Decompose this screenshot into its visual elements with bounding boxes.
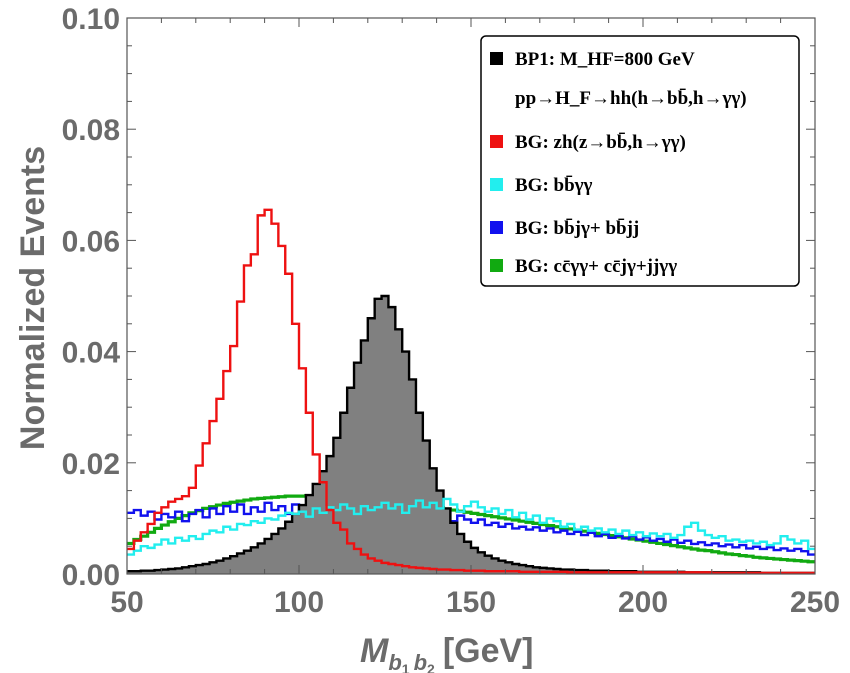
ticks-layer: 50 100 150 200 250 0.00 0.02 0.04 0.06 0.08 0.10 [62,3,840,619]
legend-label-bbaa: BG: bb̄γγ [515,174,593,196]
legend: BP1: M_HF=800 GeV pp→H_F→hh(h→bb̄,h→γγ) … [480,35,800,287]
x-axis-title-sub1: b [388,650,401,673]
x-axis-title-sub1-index: 1 [402,661,410,673]
series-bg-zh-line [127,208,815,575]
x-axis-title-sub2: b [414,650,427,673]
y-axis-title: Normalized Events [14,146,52,450]
series-bp1-area [127,296,815,574]
series-bg-bb-line [127,497,815,556]
y-tick-label: 0.10 [62,3,120,36]
x-axis-title: Mb1 b2 [GeV] [360,632,534,673]
x-tick-label: 250 [790,586,840,619]
legend-label-ccaa: BG: cc̄γγ+ cc̄jγ+jjγγ [515,256,677,277]
x-tick-label: 150 [446,586,496,619]
legend-box [480,35,800,287]
x-tick-label: 50 [110,586,143,619]
legend-swatch-bbaa [490,178,503,191]
series-bg-bbj-bbjj-line [127,501,815,556]
legend-label-bbja: BG: bb̄jγ+ bb̄jj [515,217,639,239]
x-tick-label: 100 [274,586,324,619]
legend-label-bp1: BP1: M_HF=800 GeV [515,49,695,70]
y-tick-label: 0.02 [62,448,120,481]
legend-swatch-bbja [490,221,503,234]
x-tick-label: 200 [618,586,668,619]
series-bg-cc-ccj-jj-line [127,494,815,564]
legend-swatch-bp1 [490,52,503,65]
legend-swatch-ccaa [490,259,503,272]
series-layer [127,208,815,575]
y-tick-label: 0.04 [62,337,121,370]
legend-label-bp1-process: pp→H_F→hh(h→bb̄,h→γγ) [515,87,747,109]
legend-swatch-zh [490,135,503,148]
y-tick-label: 0.06 [62,225,120,258]
x-axis-title-unit: [GeV] [443,632,534,670]
x-axis-title-sub2-index: 2 [427,661,435,673]
x-axis-title-symbol: M [360,632,389,670]
y-tick-label: 0.08 [62,114,120,147]
series-bp1-line [127,294,815,575]
legend-label-zh: BG: zh(z→bb̄,h→γγ) [515,131,686,153]
y-tick-label: 0.00 [62,559,120,592]
